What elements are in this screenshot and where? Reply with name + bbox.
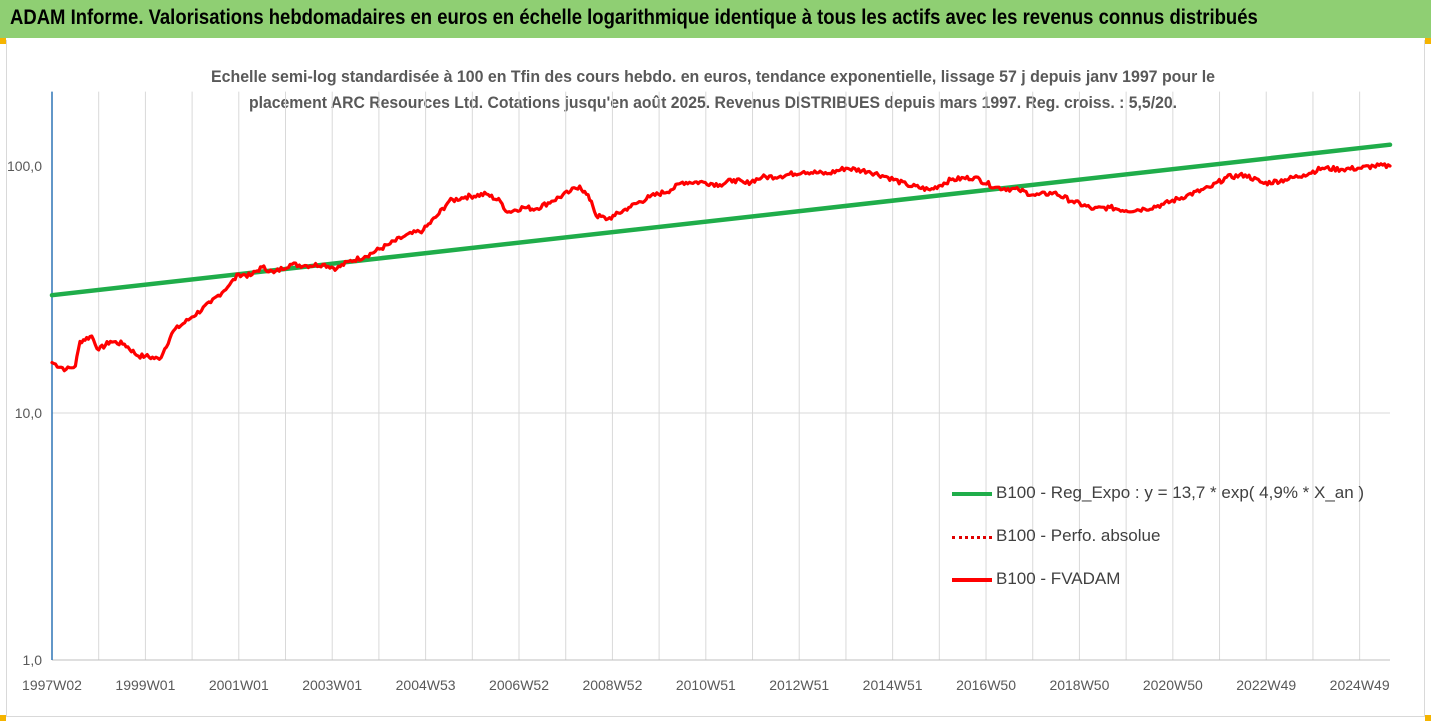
legend-label-trend: B100 - Reg_Expo : y = 13,7 * exp( 4,9% *… [996,483,1365,502]
x-tick-label: 1997W02 [22,677,82,693]
x-tick-label: 2010W51 [676,677,736,693]
x-tick-label: 2022W49 [1236,677,1296,693]
y-tick-label: 10,0 [15,405,42,421]
corner-marker-top-right [1425,38,1431,44]
x-tick-label: 2003W01 [302,677,362,693]
y-tick-label: 1,0 [23,652,43,668]
vertical-gridlines [52,91,1390,660]
axes: 1,0 10,0 100,0 1997W02 1999W01 2001W01 2003W01… [7,91,1390,693]
x-tick-label: 2014W51 [863,677,923,693]
corner-marker-bottom-left [0,715,6,721]
chart-area: Echelle semi-log standardisée à 100 en T… [7,67,1393,693]
x-tick-label: 2018W50 [1049,677,1109,693]
x-tick-label: 2004W53 [396,677,456,693]
y-tick-label: 100,0 [7,158,42,174]
x-tick-label: 2012W51 [769,677,829,693]
banner-title: ADAM Informe. Valorisations hebdomadaire… [10,6,1258,29]
x-tick-label: 2001W01 [209,677,269,693]
legend-label-perf: B100 - Perfo. absolue [996,526,1161,545]
series-lines [49,142,1393,373]
header-banner: ADAM Informe. Valorisations hebdomadaire… [0,0,1431,38]
x-tick-label: 1999W01 [115,677,175,693]
corner-marker-top-left [0,38,6,44]
x-tick-label: 2024W49 [1330,677,1390,693]
x-tick-label: 2020W50 [1143,677,1203,693]
x-tick-label: 2006W52 [489,677,549,693]
x-tick-label: 2016W50 [956,677,1016,693]
legend-label-fvadam: B100 - FVADAM [996,569,1121,588]
legend-swatch-perf [952,536,992,539]
chart-frame-right [1424,40,1425,716]
legend-swatch-trend [952,492,992,496]
chart-frame-left [6,40,7,716]
legend-swatch-fvadam [952,578,992,582]
corner-marker-bottom-right [1425,715,1431,721]
x-tick-label: 2008W52 [582,677,642,693]
chart-title-line-1: Echelle semi-log standardisée à 100 en T… [211,67,1215,86]
series-line-fvadam [50,162,1392,373]
chart-frame-bottom [6,716,1425,717]
chart-title-line-2: placement ARC Resources Ltd. Cotations j… [249,93,1177,112]
